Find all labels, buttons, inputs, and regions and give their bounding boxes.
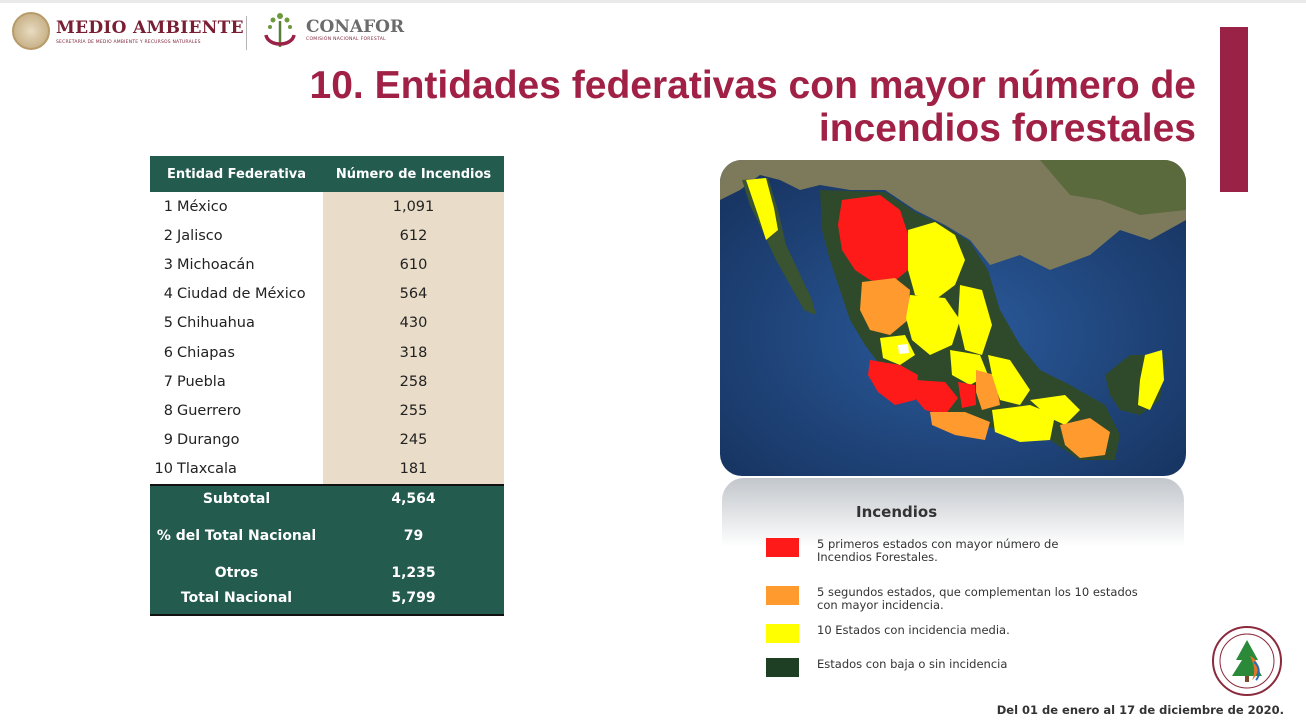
map-image [720, 160, 1186, 476]
row-name: Puebla [177, 373, 226, 390]
row-rank: 6 [163, 344, 173, 361]
row-value: 258 [323, 367, 504, 397]
footer-label: Otros [214, 564, 259, 581]
legend-title: Incendios [856, 503, 938, 521]
table-header: Entidad Federativa Número de Incendios [150, 156, 504, 192]
row-entity: 6 Chiapas [150, 345, 323, 361]
row-value: 612 [323, 221, 504, 251]
row-value: 181 [323, 454, 504, 484]
row-entity: 7 Puebla [150, 374, 323, 390]
footer-row: Total Nacional 5,799 [150, 584, 504, 612]
footer-row: Otros 1,235 [150, 562, 504, 584]
footer-value: 79 [403, 527, 424, 544]
legend-swatch-red [766, 538, 799, 557]
date-range: Del 01 de enero al 17 de diciembre de 20… [996, 703, 1284, 717]
header-entidad: Entidad Federativa [166, 166, 307, 182]
row-rank: 1 [163, 198, 173, 215]
row-value: 564 [323, 279, 504, 309]
conafor-tree-icon [264, 13, 296, 48]
legend-swatch-yellow [766, 624, 799, 643]
row-rank: 8 [163, 402, 173, 419]
row-value: 255 [323, 396, 504, 426]
footer-label: Total Nacional [180, 589, 293, 606]
row-rank: 9 [163, 432, 173, 449]
semarnat-seal-icon [12, 12, 50, 50]
row-name: Chihuahua [177, 315, 255, 332]
legend-item: Estados con baja o sin incidencia [766, 658, 1157, 677]
legend-text: 5 primeros estados con mayor número de I… [817, 537, 1059, 564]
row-name: México [177, 198, 228, 215]
logo-separator [246, 16, 247, 50]
legend-text: 10 Estados con incidencia media. [817, 623, 1010, 637]
legend-item: 5 segundos estados, que complementan los… [766, 586, 1157, 612]
row-rank: 7 [163, 373, 173, 390]
row-entity: 2 Jalisco [150, 228, 323, 244]
header-numero: Número de Incendios [335, 166, 492, 182]
row-entity: 9 Durango [150, 432, 323, 448]
footer-value: 1,235 [391, 564, 436, 581]
row-rank: 2 [163, 227, 173, 244]
title-line-2: incendios forestales [818, 107, 1196, 150]
table-row: 2 Jalisco 612 [150, 221, 504, 251]
legend-swatch-green [766, 658, 799, 677]
footer-row: Subtotal 4,564 [150, 488, 504, 510]
row-entity: 5 Chihuahua [150, 315, 323, 331]
row-name: Jalisco [177, 227, 223, 244]
legend-swatch-orange [766, 586, 799, 605]
legend-item: 10 Estados con incidencia media. [766, 624, 1157, 643]
row-name: Guerrero [177, 402, 242, 419]
footer-value: 5,799 [391, 589, 436, 606]
table-row: 5 Chihuahua 430 [150, 308, 504, 338]
mexico-seal-icon [1212, 626, 1282, 696]
row-rank: 4 [163, 286, 173, 303]
row-name: Durango [177, 432, 240, 449]
footer-value: 4,564 [391, 490, 436, 507]
conafor-logo: CONAFOR COMISIÓN NACIONAL FORESTAL [258, 6, 404, 52]
logo-conafor-text: CONAFOR [306, 16, 405, 37]
accent-bar [1220, 27, 1248, 192]
table-row: 8 Guerrero 255 [150, 396, 504, 426]
table-row: 10 Tlaxcala 181 [150, 454, 504, 484]
table-row: 3 Michoacán 610 [150, 250, 504, 280]
row-name: Chiapas [177, 344, 235, 361]
row-entity: 3 Michoacán [150, 257, 323, 273]
legend-item: 5 primeros estados con mayor número de I… [766, 538, 1087, 564]
row-entity: 10 Tlaxcala [150, 461, 323, 477]
mexico-fires-map [720, 160, 1186, 476]
row-value: 1,091 [323, 192, 504, 222]
table-row: 9 Durango 245 [150, 425, 504, 455]
map-reflection [722, 478, 1184, 570]
row-name: Ciudad de México [177, 286, 306, 303]
footer-label: % del Total Nacional [156, 527, 317, 544]
page-title: 10. Entidades federativas con mayor núme… [196, 64, 1196, 150]
table-row: 4 Ciudad de México 564 [150, 279, 504, 309]
logo-conafor-subtext: COMISIÓN NACIONAL FORESTAL [306, 36, 386, 42]
row-entity: 1 México [150, 199, 323, 215]
top-border [0, 0, 1306, 3]
table-row: 6 Chiapas 318 [150, 337, 504, 368]
row-name: Tlaxcala [177, 461, 237, 478]
logo-main-subtext: SECRETARÍA DE MEDIO AMBIENTE Y RECURSOS … [56, 39, 201, 45]
row-rank: 5 [163, 315, 173, 332]
row-rank: 3 [163, 256, 173, 273]
row-entity: 8 Guerrero [150, 403, 323, 419]
table-row: 7 Puebla 258 [150, 367, 504, 397]
row-value: 610 [323, 250, 504, 280]
table-row: 1 México 1,091 [150, 192, 504, 222]
footer-label: Subtotal [202, 490, 271, 507]
legend-text: Estados con baja o sin incidencia [817, 657, 1008, 671]
fires-table: Entidad Federativa Número de Incendios 1… [150, 156, 504, 616]
row-entity: 4 Ciudad de México [150, 286, 323, 302]
footer-row: % del Total Nacional 79 [150, 510, 504, 562]
title-line-1: 10. Entidades federativas con mayor núme… [309, 64, 1196, 107]
row-rank: 10 [154, 461, 173, 478]
semarnat-logo: MEDIO AMBIENTE SECRETARÍA DE MEDIO AMBIE… [12, 10, 244, 52]
legend-text: 5 segundos estados, que complementan los… [817, 585, 1138, 612]
row-value: 430 [323, 308, 504, 338]
row-value: 318 [323, 337, 504, 368]
row-value: 245 [323, 425, 504, 455]
table-footer: Subtotal 4,564 % del Total Nacional 79 O… [150, 483, 504, 616]
logo-main-text: MEDIO AMBIENTE [56, 17, 244, 38]
row-name: Michoacán [177, 256, 255, 273]
